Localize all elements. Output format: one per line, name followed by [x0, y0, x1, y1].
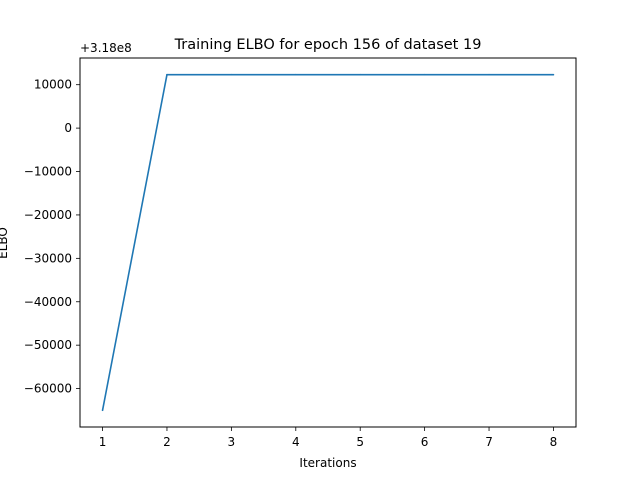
x-tick-label: 7 — [485, 435, 493, 449]
axes-frame — [79, 57, 577, 428]
chart-title: Training ELBO for epoch 156 of dataset 1… — [174, 37, 482, 53]
x-tick-label: 3 — [228, 435, 236, 449]
data-point — [423, 73, 426, 76]
y-tick-label: −30000 — [24, 251, 72, 265]
y-axis-offset-label: +3.18e8 — [80, 41, 132, 55]
y-tick-label: −40000 — [24, 295, 72, 309]
x-tick-label: 6 — [421, 435, 429, 449]
y-tick-label: 0 — [64, 121, 72, 135]
y-tick-label: −50000 — [24, 338, 72, 352]
y-axis-ticks: −60000 −50000 −40000 −30000 −20000 −10000 0 100… — [24, 78, 80, 396]
y-tick-label: −10000 — [24, 165, 72, 179]
x-axis-label: Iterations — [299, 456, 356, 470]
y-tick-label: 10000 — [34, 78, 72, 92]
data-point — [230, 73, 233, 76]
x-tick-label: 8 — [550, 435, 558, 449]
x-axis-ticks: 1 2 3 4 5 6 7 8 — [99, 427, 558, 449]
data-point — [101, 409, 104, 412]
x-tick-label: 1 — [99, 435, 107, 449]
series-line-0 — [101, 73, 554, 411]
x-tick-label: 5 — [356, 435, 364, 449]
data-point — [552, 73, 555, 76]
x-tick-label: 4 — [292, 435, 300, 449]
x-tick-label: 2 — [163, 435, 171, 449]
data-point — [166, 73, 168, 76]
data-point — [294, 73, 297, 76]
y-tick-label: −20000 — [24, 208, 72, 222]
data-point — [488, 73, 490, 76]
y-axis-label: ELBO — [0, 227, 10, 259]
data-point — [359, 73, 362, 76]
y-tick-label: −60000 — [24, 382, 72, 396]
plot-area — [101, 73, 555, 412]
